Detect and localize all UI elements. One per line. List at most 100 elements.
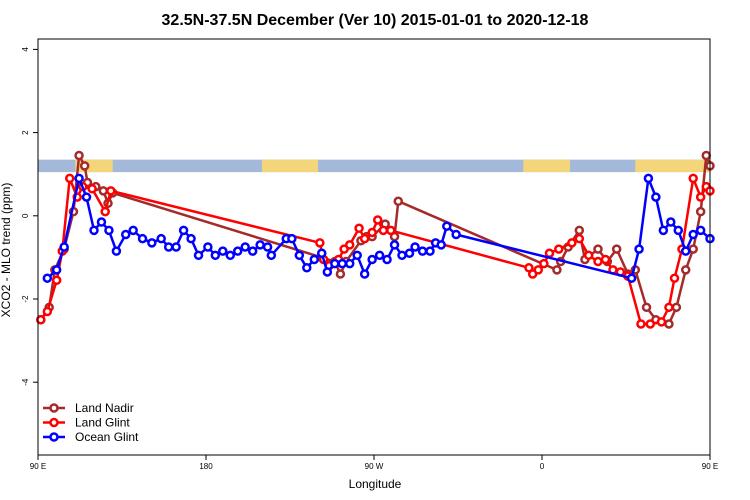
ocean-glint-point-27 [262, 242, 273, 252]
ocean-glint-point-31 [294, 250, 305, 261]
ocean-glint-point-39 [352, 250, 362, 261]
ocean-glint-point-3 [74, 173, 84, 184]
ocean-glint-point-52 [442, 221, 452, 231]
series-land-glint [36, 173, 715, 329]
land-glint-point-26 [544, 248, 555, 258]
land-glint-point-24 [533, 265, 544, 275]
ocean-glint-point-10 [128, 225, 138, 236]
x-tick-label-0: 90 E [30, 462, 46, 471]
ocean-glint-point-34 [316, 248, 327, 258]
land-glint-point-37 [645, 319, 656, 329]
ocean-glint-point-57 [651, 192, 661, 202]
land-glint-point-30 [583, 250, 594, 261]
ocean-glint-point-49 [425, 246, 435, 256]
land-glint-point-10 [315, 238, 325, 248]
ocean-glint-point-48 [417, 246, 428, 256]
ocean-glint-point-14 [163, 242, 174, 252]
ocean-glint-point-21 [218, 246, 228, 256]
ocean-glint-point-18 [193, 250, 204, 261]
ocean-glint-point-25 [247, 246, 258, 256]
y-tick-label-0: 4 [21, 47, 30, 52]
legend-swatch-marker [49, 403, 59, 413]
ocean-glint-point-43 [382, 254, 392, 265]
land-segment-2 [523, 159, 570, 173]
x-tick-label-1: 180 [199, 462, 213, 471]
land-nadir-point-27 [593, 244, 603, 254]
y-tick-label-4: -4 [21, 378, 30, 386]
ocean-glint-point-7 [104, 225, 114, 236]
land-nadir-point-39 [701, 150, 712, 161]
ocean-glint-point-8 [111, 246, 122, 256]
land-glint-point-21 [386, 225, 396, 236]
land-glint-point-2 [51, 275, 62, 286]
ocean-glint-point-42 [374, 250, 385, 261]
ocean-glint-point-1 [51, 265, 62, 275]
legend-label: Ocean Glint [75, 430, 139, 444]
ocean-glint-point-45 [397, 250, 407, 261]
ocean-glint-point-35 [322, 267, 333, 277]
ocean-glint-point-40 [359, 269, 370, 279]
series-ocean-glint [42, 173, 715, 283]
x-axis: 90 E 180 90 W 0 90 E [30, 455, 718, 471]
ocean-glint-point-26 [255, 240, 265, 250]
land-nadir-point-22 [552, 265, 562, 275]
ocean-glint-point-5 [89, 225, 99, 236]
land-glint-point-27 [554, 244, 564, 254]
legend-item-land-glint: Land Glint [43, 416, 130, 430]
ocean-glint-point-23 [232, 246, 243, 256]
land-glint-point-40 [669, 273, 680, 283]
land-nadir-point-29 [611, 244, 622, 254]
legend-label: Land Glint [75, 416, 130, 430]
ocean-glint-point-22 [225, 250, 236, 261]
land-glint-point-43 [695, 192, 706, 202]
land-nadir-point-34 [664, 319, 674, 329]
land-nadir-point-37 [688, 244, 698, 254]
ocean-glint-point-56 [643, 173, 654, 184]
ocean-glint-point-59 [666, 217, 676, 227]
y-tick-label-1: 2 [21, 130, 30, 135]
y-tick-label-3: -2 [21, 295, 30, 303]
y-tick-label-2: 0 [21, 213, 30, 218]
ocean-band [38, 159, 710, 173]
land-nadir-point-32 [641, 302, 652, 313]
ocean-glint-point-16 [178, 225, 189, 236]
land-segment-3 [635, 159, 710, 173]
land-glint-point-16 [354, 223, 364, 234]
ocean-glint-point-20 [210, 250, 221, 261]
land-glint-point-32 [600, 254, 611, 265]
ocean-glint-point-51 [436, 240, 446, 250]
ocean-glint-point-32 [302, 263, 312, 273]
land-glint-point-31 [593, 256, 603, 267]
ocean-glint-point-61 [680, 246, 691, 256]
ocean-glint-point-47 [410, 242, 420, 252]
ocean-glint-point-9 [120, 229, 131, 240]
ocean-glint-point-30 [287, 233, 297, 244]
land-nadir-point-9 [98, 186, 109, 196]
ocean-glint-point-36 [330, 258, 340, 269]
land-glint-point-15 [344, 240, 355, 250]
land-glint-line [39, 177, 711, 326]
ocean-glint-point-0 [42, 273, 53, 283]
ocean-glint-point-19 [203, 242, 213, 252]
land-nadir-point-21 [393, 196, 404, 206]
land-glint-point-29 [574, 233, 585, 244]
y-axis: 4 2 0 -2 -4 [21, 47, 38, 386]
ocean-glint-point-2 [59, 242, 69, 252]
ocean-glint-point-62 [688, 229, 698, 240]
land-glint-point-1 [42, 306, 53, 317]
ocean-glint-point-28 [266, 250, 277, 261]
ocean-glint-point-63 [695, 225, 706, 236]
land-glint-point-42 [688, 173, 698, 184]
ocean-glint-point-17 [186, 233, 196, 244]
ocean-glint-point-46 [404, 248, 415, 258]
ocean-glint-point-33 [309, 254, 320, 265]
land-glint-point-17 [359, 233, 370, 244]
legend-item-land-nadir: Land Nadir [43, 401, 134, 415]
land-glint-point-25 [539, 258, 549, 269]
ocean-glint-point-12 [147, 238, 157, 248]
ocean-glint-point-55 [634, 244, 644, 254]
land-glint-point-7 [87, 184, 97, 194]
land-glint-point-39 [664, 302, 674, 313]
